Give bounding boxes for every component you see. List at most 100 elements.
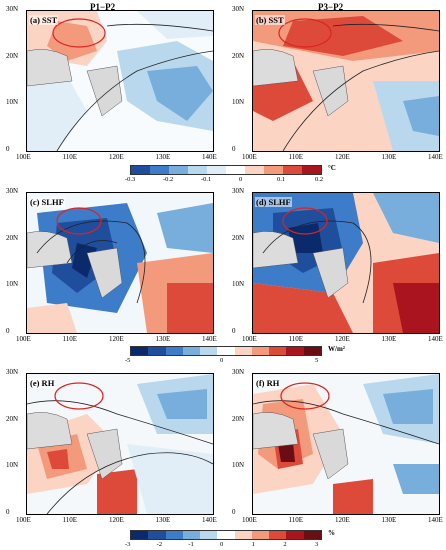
y-tick-label: 10N [6,461,19,470]
colorbar-swatch [200,531,218,539]
column-title-left: P1−P2 [90,2,116,12]
x-tick-label: 140E [428,153,443,161]
y-tick-label: 30N [232,187,245,195]
x-tick-label: 120E [335,335,350,343]
y-tick-label: 20N [6,414,19,423]
panel-label: (c) SLHF [29,197,65,207]
colorbar-swatch [188,166,207,174]
x-tick-label: 130E [381,516,397,524]
y-tick-label: 20N [6,233,19,242]
colorbar-swatch [264,166,283,174]
colorbar-tick-label: 0 [239,176,243,183]
colorbar-swatch [251,347,270,355]
colorbar-tick-label: -5 [125,357,131,364]
colorbar-unit: W/m² [328,345,345,353]
panel-label: (b) SST [255,15,285,25]
colorbar-tick-label: -0.1 [201,176,212,183]
panel-slhf-p3: (d) SLHF [252,192,440,334]
x-tick-label: 140E [202,335,217,343]
x-tick-label: 110E [288,516,304,524]
panel-label: (d) SLHF [255,197,292,207]
colorbar-unit: % [328,529,335,537]
colorbar-swatch [269,347,287,355]
x-tick-label: 110E [62,153,78,161]
colorbar-swatch [148,531,166,539]
x-tick-label: 130E [155,516,171,524]
colorbar-swatch [169,166,188,174]
colorbar-swatch [283,166,302,174]
x-tick-label: 110E [288,335,304,343]
x-tick-label: 140E [202,516,217,524]
colorbar-swatch [251,531,270,539]
colorbar-tick-label: -2 [156,541,163,548]
colorbar-swatch [245,166,264,174]
panel-rh-p1: (e) RH [26,373,214,515]
y-tick-label: 30N [6,368,19,376]
colorbar-swatch [286,531,304,539]
colorbar-tick-label: 0 [220,541,224,548]
colorbar-tick-label: -3 [125,541,131,548]
colorbar-tick-label: 0 [220,357,224,364]
colorbar-tick-label: 0.2 [315,176,324,183]
colorbar-swatch [165,531,183,539]
colorbar-swatch [131,347,149,355]
y-tick-label: 30N [232,368,245,376]
x-tick-label: 140E [428,516,443,524]
x-tick-label: 100E [16,335,31,343]
colorbar-swatch [269,531,287,539]
x-tick-label: 120E [109,516,124,524]
x-tick-label: 120E [109,153,124,161]
y-tick-label: 10N [6,280,19,289]
colorbar [130,346,322,356]
colorbar [130,530,322,540]
y-tick-label: 10N [232,98,245,107]
colorbar-tick-label: 2 [283,541,287,548]
panel-label: (e) RH [29,378,56,388]
y-tick-label: 20N [232,233,245,242]
x-tick-label: 130E [381,335,397,343]
colorbar-tick-label: 3 [315,541,319,548]
colorbar-tick-label: -0.3 [125,176,136,183]
colorbar-swatch [286,347,304,355]
colorbar-swatch [182,531,201,539]
colorbar-tick-label: 0.1 [277,176,286,183]
colorbar-swatch [226,166,245,174]
colorbar-swatch [131,166,150,174]
colorbar-tick-label: 1 [251,541,255,548]
x-tick-label: 100E [242,153,257,161]
x-tick-label: 120E [109,335,124,343]
column-title-right: P3−P2 [318,2,344,12]
y-tick-label: 0 [232,145,236,153]
y-tick-label: 0 [232,508,236,516]
x-tick-label: 110E [62,335,78,343]
x-tick-label: 100E [242,516,257,524]
x-tick-label: 110E [288,153,304,161]
panel-slhf-p1: (c) SLHF [26,192,214,334]
x-tick-label: 120E [335,153,350,161]
y-tick-label: 20N [232,51,245,60]
colorbar-swatch [302,166,321,174]
colorbar-swatch [303,531,321,539]
x-tick-label: 120E [335,516,350,524]
colorbar-swatch [207,166,226,174]
x-tick-label: 100E [16,516,31,524]
y-tick-label: 30N [6,187,19,195]
y-tick-label: 10N [232,280,245,289]
colorbar-tick-label: 5 [315,357,319,364]
x-tick-label: 130E [155,153,171,161]
y-tick-label: 0 [232,327,236,335]
panel-label: (f) RH [255,378,281,388]
x-tick-label: 100E [16,153,31,161]
x-tick-label: 100E [242,335,257,343]
colorbar-tick-label: -0.2 [163,176,174,183]
panel-sst-p1: (a) SST [26,10,214,152]
colorbar-tick-label: -1 [188,541,194,548]
y-tick-label: 20N [6,51,19,60]
y-tick-label: 0 [6,327,10,335]
x-tick-label: 140E [202,153,217,161]
x-tick-label: 130E [381,153,397,161]
y-tick-label: 30N [6,5,19,13]
panel-rh-p3: (f) RH [252,373,440,515]
panel-label: (a) SST [29,15,59,25]
x-tick-label: 140E [428,335,443,343]
